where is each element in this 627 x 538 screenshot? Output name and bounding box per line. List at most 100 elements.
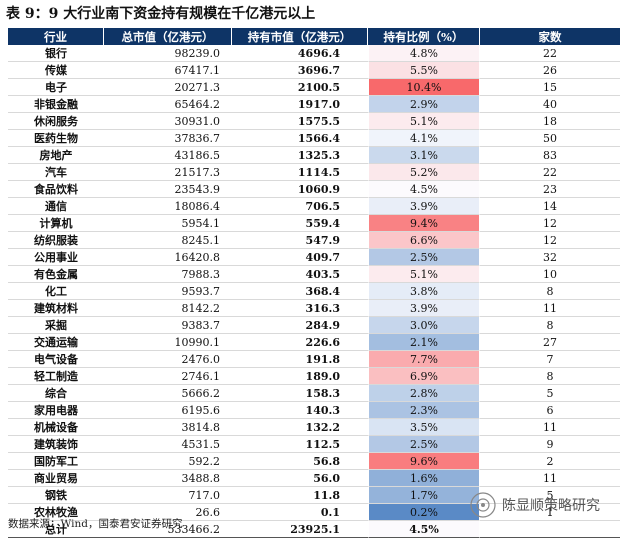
- cell-market-value: 20271.3: [104, 79, 232, 96]
- table-row: 汽车 21517.3 1114.5 5.2% 22: [8, 164, 620, 181]
- cell-count: 15: [480, 79, 620, 96]
- table-row: 医药生物 37836.7 1566.4 4.1% 50: [8, 130, 620, 147]
- cell-ratio: 2.5%: [368, 436, 480, 453]
- cell-industry: 商业贸易: [8, 470, 104, 487]
- cell-count: 5: [480, 385, 620, 402]
- cell-count: 14: [480, 198, 620, 215]
- table-row: 钢铁 717.0 11.8 1.7% 5: [8, 487, 620, 504]
- cell-holding-value: 158.3: [232, 385, 368, 402]
- cell-market-value: 30931.0: [104, 113, 232, 130]
- cell-holding-value: 1114.5: [232, 164, 368, 181]
- cell-industry: 电气设备: [8, 351, 104, 368]
- cell-count: 7: [480, 351, 620, 368]
- cell-industry: 交通运输: [8, 334, 104, 351]
- cell-industry: 综合: [8, 385, 104, 402]
- cell-holding-value: 1325.3: [232, 147, 368, 164]
- cell-industry: 公用事业: [8, 249, 104, 266]
- table-row: 电子 20271.3 2100.5 10.4% 15: [8, 79, 620, 96]
- cell-market-value: 2476.0: [104, 351, 232, 368]
- cell-count: 26: [480, 62, 620, 79]
- cell-count: 32: [480, 249, 620, 266]
- cell-holding-value: 11.8: [232, 487, 368, 504]
- cell-ratio: 5.5%: [368, 62, 480, 79]
- cell-ratio: 4.1%: [368, 130, 480, 147]
- cell-market-value: 21517.3: [104, 164, 232, 181]
- table-row: 综合 5666.2 158.3 2.8% 5: [8, 385, 620, 402]
- cell-market-value: 9383.7: [104, 317, 232, 334]
- table-row: 食品饮料 23543.9 1060.9 4.5% 23: [8, 181, 620, 198]
- table-row: 休闲服务 30931.0 1575.5 5.1% 18: [8, 113, 620, 130]
- cell-market-value: 43186.5: [104, 147, 232, 164]
- cell-ratio: 3.8%: [368, 283, 480, 300]
- table-row: 化工 9593.7 368.4 3.8% 8: [8, 283, 620, 300]
- cell-ratio: 2.8%: [368, 385, 480, 402]
- table-row: 计算机 5954.1 559.4 9.4% 12: [8, 215, 620, 232]
- cell-ratio: 5.2%: [368, 164, 480, 181]
- cell-ratio: 5.1%: [368, 113, 480, 130]
- table-row: 非银金融 65464.2 1917.0 2.9% 40: [8, 96, 620, 113]
- cell-ratio: 2.5%: [368, 249, 480, 266]
- cell-holding-value: 2100.5: [232, 79, 368, 96]
- header-market-value: 总市值（亿港元）: [104, 28, 232, 45]
- watermark-text: 陈显顺策略研究: [502, 498, 600, 514]
- cell-ratio: 0.2%: [368, 504, 480, 521]
- cell-holding-value: 0.1: [232, 504, 368, 521]
- table-row: 建筑材料 8142.2 316.3 3.9% 11: [8, 300, 620, 317]
- table-row: 银行 98239.0 4696.4 4.8% 22: [8, 45, 620, 62]
- cell-holding-value: 191.8: [232, 351, 368, 368]
- table-row: 通信 18086.4 706.5 3.9% 14: [8, 198, 620, 215]
- table-row: 采掘 9383.7 284.9 3.0% 8: [8, 317, 620, 334]
- cell-industry: 家用电器: [8, 402, 104, 419]
- cell-count: 2: [480, 453, 620, 470]
- cell-holding-value: 316.3: [232, 300, 368, 317]
- cell-holding-value: 1566.4: [232, 130, 368, 147]
- cell-industry: 农林牧渔: [8, 504, 104, 521]
- cell-count: 22: [480, 45, 620, 62]
- cell-industry: 机械设备: [8, 419, 104, 436]
- table-row: 家用电器 6195.6 140.3 2.3% 6: [8, 402, 620, 419]
- cell-market-value: 717.0: [104, 487, 232, 504]
- cell-count: 18: [480, 113, 620, 130]
- cell-market-value: 3814.8: [104, 419, 232, 436]
- cell-ratio: 4.5%: [368, 181, 480, 198]
- cell-count: 22: [480, 164, 620, 181]
- cell-industry: 通信: [8, 198, 104, 215]
- cell-count: 10: [480, 266, 620, 283]
- cell-count: 9: [480, 436, 620, 453]
- cell-industry: 传媒: [8, 62, 104, 79]
- cell-market-value: 98239.0: [104, 45, 232, 62]
- cell-holding-value: 56.8: [232, 453, 368, 470]
- cell-count: 5: [480, 487, 620, 504]
- cell-ratio: 6.9%: [368, 368, 480, 385]
- cell-count: 50: [480, 130, 620, 147]
- table-header-row: 行业 总市值（亿港元） 持有市值（亿港元） 持有比例（%） 家数: [8, 28, 620, 45]
- cell-ratio: 5.1%: [368, 266, 480, 283]
- cell-ratio: 1.7%: [368, 487, 480, 504]
- table-row: 机械设备 3814.8 132.2 3.5% 11: [8, 419, 620, 436]
- cell-market-value: 5954.1: [104, 215, 232, 232]
- cell-ratio: 9.6%: [368, 453, 480, 470]
- cell-holding-value: 3696.7: [232, 62, 368, 79]
- data-source-note: 数据来源：Wind，国泰君安证券研究: [8, 518, 183, 530]
- cell-industry: 化工: [8, 283, 104, 300]
- table-body: 银行 98239.0 4696.4 4.8% 22 传媒 67417.1 3696.7 5.5%…: [8, 45, 620, 538]
- cell-holding-value: 140.3: [232, 402, 368, 419]
- table-row: 公用事业 16420.8 409.7 2.5% 32: [8, 249, 620, 266]
- cell-industry: 建筑装饰: [8, 436, 104, 453]
- cell-holding-value: 23925.1: [232, 521, 368, 538]
- cell-market-value: 3488.8: [104, 470, 232, 487]
- holdings-table: 行业 总市值（亿港元） 持有市值（亿港元） 持有比例（%） 家数 银行 98239…: [8, 28, 620, 538]
- cell-count: 8: [480, 283, 620, 300]
- cell-market-value: 2746.1: [104, 368, 232, 385]
- cell-market-value: 37836.7: [104, 130, 232, 147]
- cell-market-value: 9593.7: [104, 283, 232, 300]
- header-holding-value: 持有市值（亿港元）: [232, 28, 368, 45]
- header-industry: 行业: [8, 28, 104, 45]
- cell-ratio: 10.4%: [368, 79, 480, 96]
- cell-count: 11: [480, 470, 620, 487]
- cell-holding-value: 368.4: [232, 283, 368, 300]
- table-row: 轻工制造 2746.1 189.0 6.9% 8: [8, 368, 620, 385]
- table-row: 建筑装饰 4531.5 112.5 2.5% 9: [8, 436, 620, 453]
- table-title: 表 9：9 大行业南下资金持有规模在千亿港元以上: [6, 6, 316, 22]
- cell-count: [480, 521, 620, 538]
